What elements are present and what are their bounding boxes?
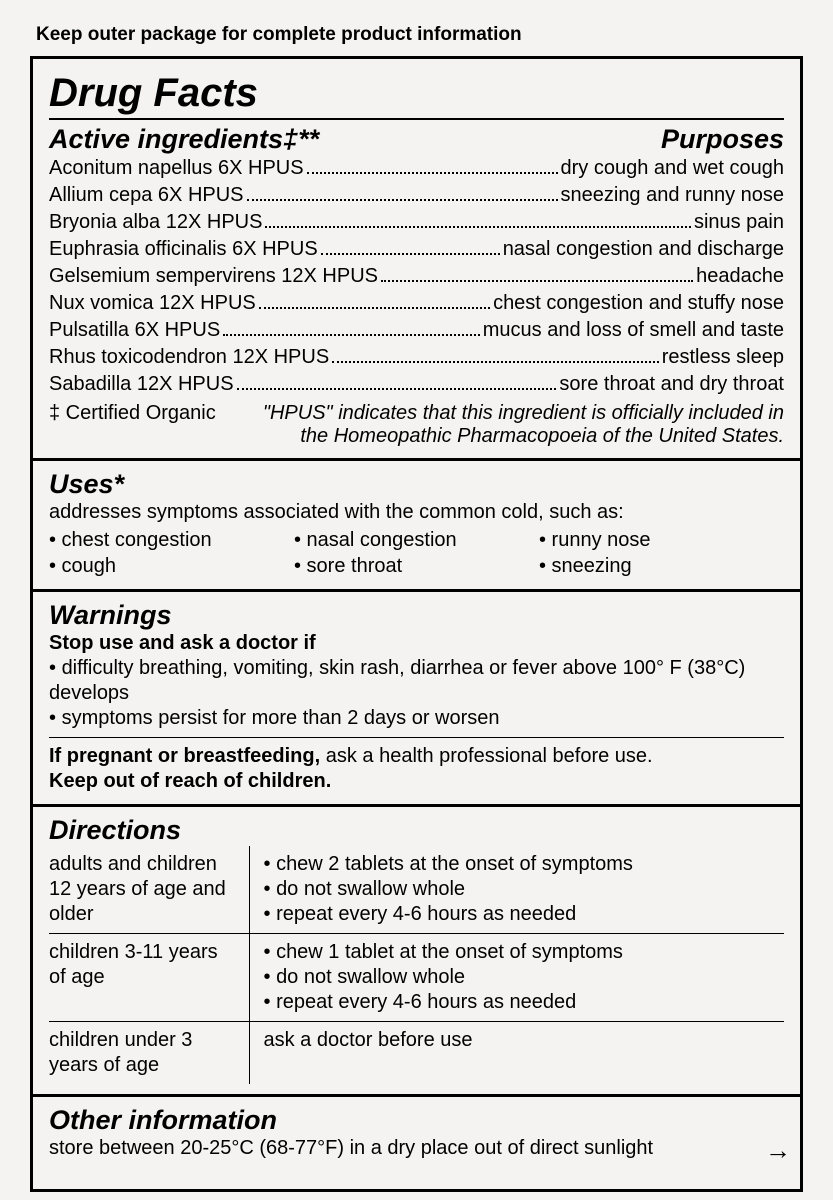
directions-steps: ask a doctor before use — [249, 1022, 784, 1085]
ingredient-row: Allium cepa 6X HPUS sneezing and runny no… — [49, 182, 784, 209]
other-text: store between 20-25°C (68-77°F) in a dry… — [49, 1136, 784, 1161]
active-ingredients-heading: Active ingredients‡** — [49, 124, 319, 155]
continue-arrow-icon: → — [765, 1135, 791, 1166]
warning-item: difficulty breathing, vomiting, skin ras… — [49, 656, 784, 706]
uses-item: • sneezing — [539, 553, 784, 579]
directions-row: children 3-11 years of agechew 1 tablet … — [49, 934, 784, 1022]
other-title: Other information — [49, 1105, 784, 1136]
section-directions: Directions adults and children 12 years … — [33, 807, 800, 1094]
directions-who: children 3-11 years of age — [49, 934, 249, 1022]
ingredients-header: Active ingredients‡** Purposes — [49, 124, 784, 155]
ingredient-row: Bryonia alba 12X HPUS sinus pain — [49, 209, 784, 236]
purposes-heading: Purposes — [661, 124, 784, 155]
ingredient-purpose: sinus pain — [694, 209, 784, 236]
uses-title: Uses* — [49, 469, 784, 500]
uses-item: • sore throat — [294, 553, 539, 579]
ingredient-name: Rhus toxicodendron 12X HPUS — [49, 344, 329, 371]
ingredient-row: Pulsatilla 6X HPUS mucus and loss of smel… — [49, 317, 784, 344]
directions-row: adults and children 12 years of age and … — [49, 846, 784, 934]
uses-col-2: • nasal congestion• sore throat — [294, 527, 539, 579]
keep-out: Keep out of reach of children. — [49, 769, 784, 794]
section-warnings: Warnings Stop use and ask a doctor if di… — [33, 592, 800, 804]
ingredient-name: Allium cepa 6X HPUS — [49, 182, 244, 209]
direction-step: repeat every 4-6 hours as needed — [264, 990, 775, 1015]
directions-table: adults and children 12 years of age and … — [49, 846, 784, 1084]
ingredient-name: Euphrasia officinalis 6X HPUS — [49, 236, 318, 263]
ingredient-name: Pulsatilla 6X HPUS — [49, 317, 220, 344]
ingredient-purpose: dry cough and wet cough — [561, 155, 785, 182]
uses-col-3: • runny nose• sneezing — [539, 527, 784, 579]
stop-use-heading: Stop use and ask a doctor if — [49, 631, 784, 656]
ingredient-row: Aconitum napellus 6X HPUS dry cough and w… — [49, 155, 784, 182]
ingredient-name: Gelsemium sempervirens 12X HPUS — [49, 263, 378, 290]
top-note: Keep outer package for complete product … — [30, 24, 803, 46]
warning-item: symptoms persist for more than 2 days or… — [49, 706, 784, 731]
certified-organic: ‡ Certified Organic — [49, 402, 216, 425]
uses-col-1: • chest congestion• cough — [49, 527, 294, 579]
warnings-bullets: difficulty breathing, vomiting, skin ras… — [49, 656, 784, 731]
uses-item: • chest congestion — [49, 527, 294, 553]
uses-item: • runny nose — [539, 527, 784, 553]
directions-steps: chew 1 tablet at the onset of symptomsdo… — [249, 934, 784, 1022]
uses-intro: addresses symptoms associated with the c… — [49, 500, 784, 525]
directions-who: children under 3 years of age — [49, 1022, 249, 1085]
ingredient-purpose: headache — [696, 263, 784, 290]
ingredient-purpose: mucus and loss of smell and taste — [483, 317, 784, 344]
uses-item: • nasal congestion — [294, 527, 539, 553]
ingredient-purpose: sneezing and runny nose — [561, 182, 785, 209]
ingredient-row: Euphrasia officinalis 6X HPUS nasal conge… — [49, 236, 784, 263]
direction-step: chew 2 tablets at the onset of symptoms — [264, 852, 775, 877]
direction-step: chew 1 tablet at the onset of symptoms — [264, 940, 775, 965]
main-title: Drug Facts — [49, 67, 784, 120]
section-header: Drug Facts Active ingredients‡** Purpose… — [33, 59, 800, 458]
drug-facts-panel: Drug Facts Active ingredients‡** Purpose… — [30, 56, 803, 1192]
ingredient-row: Nux vomica 12X HPUS chest congestion and … — [49, 290, 784, 317]
section-other: Other information store between 20-25°C … — [33, 1097, 800, 1189]
ingredient-row: Sabadilla 12X HPUS sore throat and dry th… — [49, 371, 784, 398]
direction-step: do not swallow whole — [264, 877, 775, 902]
section-uses: Uses* addresses symptoms associated with… — [33, 461, 800, 589]
ingredient-name: Sabadilla 12X HPUS — [49, 371, 234, 398]
pregnant-rest: ask a health professional before use. — [320, 745, 652, 767]
pregnant-bold: If pregnant or breastfeeding, — [49, 745, 320, 767]
warnings-title: Warnings — [49, 600, 784, 631]
pregnant-line: If pregnant or breastfeeding, ask a heal… — [49, 744, 784, 769]
ingredient-purpose: sore throat and dry throat — [559, 371, 784, 398]
directions-steps: chew 2 tablets at the onset of symptomsd… — [249, 846, 784, 934]
uses-item: • cough — [49, 553, 294, 579]
ingredient-purpose: chest congestion and stuffy nose — [493, 290, 784, 317]
direction-step: repeat every 4-6 hours as needed — [264, 902, 775, 927]
ingredient-purpose: restless sleep — [662, 344, 784, 371]
ingredient-name: Bryonia alba 12X HPUS — [49, 209, 262, 236]
ingredient-row: Gelsemium sempervirens 12X HPUS headache — [49, 263, 784, 290]
ingredient-row: Rhus toxicodendron 12X HPUS restless slee… — [49, 344, 784, 371]
directions-title: Directions — [49, 815, 784, 846]
ingredients-footnote: ‡ Certified Organic "HPUS" indicates tha… — [49, 402, 784, 448]
ingredient-list: Aconitum napellus 6X HPUS dry cough and w… — [49, 155, 784, 398]
ingredient-purpose: nasal congestion and discharge — [503, 236, 784, 263]
directions-who: adults and children 12 years of age and … — [49, 846, 249, 934]
direction-step: do not swallow whole — [264, 965, 775, 990]
hpus-note: "HPUS" indicates that this ingredient is… — [230, 402, 784, 448]
ingredient-name: Aconitum napellus 6X HPUS — [49, 155, 304, 182]
ingredient-name: Nux vomica 12X HPUS — [49, 290, 256, 317]
directions-row: children under 3 years of ageask a docto… — [49, 1022, 784, 1085]
